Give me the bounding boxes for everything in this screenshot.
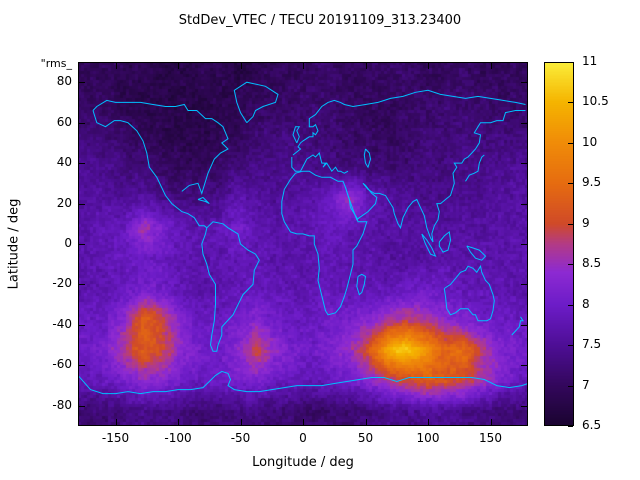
y-axis-label: Latitude / deg (6, 198, 22, 290)
x-tick-label: 50 (357, 431, 374, 445)
colorbar-tick-label: 7 (582, 377, 590, 392)
y-tick-label: 40 (56, 155, 72, 170)
y-tick-label: -80 (52, 397, 72, 412)
colorbar-tick-label: 7.5 (582, 337, 602, 352)
y-tick-label: -20 (52, 276, 72, 291)
colorbar-tick-label: 8.5 (582, 256, 602, 271)
x-axis-label: Longitude / deg (252, 455, 354, 470)
colorbar-tick-label: 9.5 (582, 175, 602, 190)
x-tick-label: 0 (299, 431, 307, 445)
colorbar-tick-label: 11 (582, 54, 598, 68)
y-tick-label: 20 (56, 195, 72, 210)
y-tick-label: 0 (64, 236, 72, 250)
y-tick-label: 60 (56, 114, 72, 129)
y-tick-label: -60 (52, 357, 72, 372)
colorbar-tick-label: 8 (582, 296, 590, 311)
x-tick-label: -150 (101, 431, 130, 445)
colorbar-tick-label: 9 (582, 215, 590, 230)
x-tick-label: -50 (230, 431, 251, 445)
chart-title: StdDev_VTEC / TECU 20191109_313.23400 (178, 13, 462, 28)
colorbar-tick-label: 10.5 (582, 94, 609, 109)
y-tick-label: -40 (52, 316, 72, 331)
corner-label: "rms_ (40, 57, 72, 70)
heatmap-canvas (78, 62, 528, 426)
colorbar-tick-label: 10 (582, 134, 598, 149)
colorbar-canvas (544, 62, 574, 426)
x-tick-label: -100 (164, 431, 192, 445)
x-tick-label: 100 (416, 431, 440, 445)
y-tick-label: 80 (56, 74, 72, 89)
colorbar-tick-label: 6.5 (582, 418, 602, 432)
x-tick-label: 150 (479, 431, 502, 445)
